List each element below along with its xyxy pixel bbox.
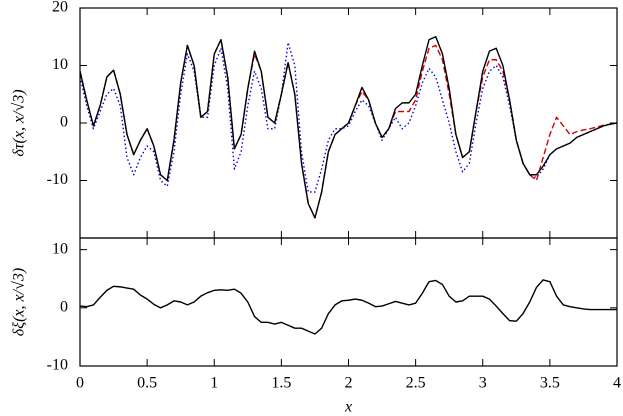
y-tick-label: 10 — [52, 56, 68, 73]
y-tick-label: 20 — [52, 0, 68, 16]
y-tick-label: -10 — [47, 357, 68, 374]
x-tick-label: 1 — [210, 375, 218, 392]
data-line — [80, 38, 617, 219]
x-tick-label: 1.5 — [271, 375, 291, 392]
plot-frame — [79, 237, 618, 367]
y-tick-label: 10 — [52, 240, 68, 257]
y-tick-label: 0 — [60, 114, 68, 131]
data-line — [80, 41, 617, 193]
data-line — [80, 36, 617, 219]
data-line — [80, 279, 617, 335]
y-tick-label: -10 — [47, 171, 68, 188]
x-tick-label: 0.5 — [137, 375, 157, 392]
x-tick-label: 2 — [345, 375, 353, 392]
x-tick-label: 0 — [76, 375, 84, 392]
y-axis-label: δτ(x, x/√3) — [11, 89, 28, 156]
x-tick-label: 3 — [479, 375, 487, 392]
y-axis-label: δξ(x, x/√3) — [11, 268, 28, 336]
x-tick-label: 2.5 — [406, 375, 426, 392]
x-tick-label: 3.5 — [540, 375, 560, 392]
x-tick-label: 4 — [613, 375, 621, 392]
y-tick-label: 0 — [60, 298, 68, 315]
x-axis-label: x — [344, 399, 352, 416]
